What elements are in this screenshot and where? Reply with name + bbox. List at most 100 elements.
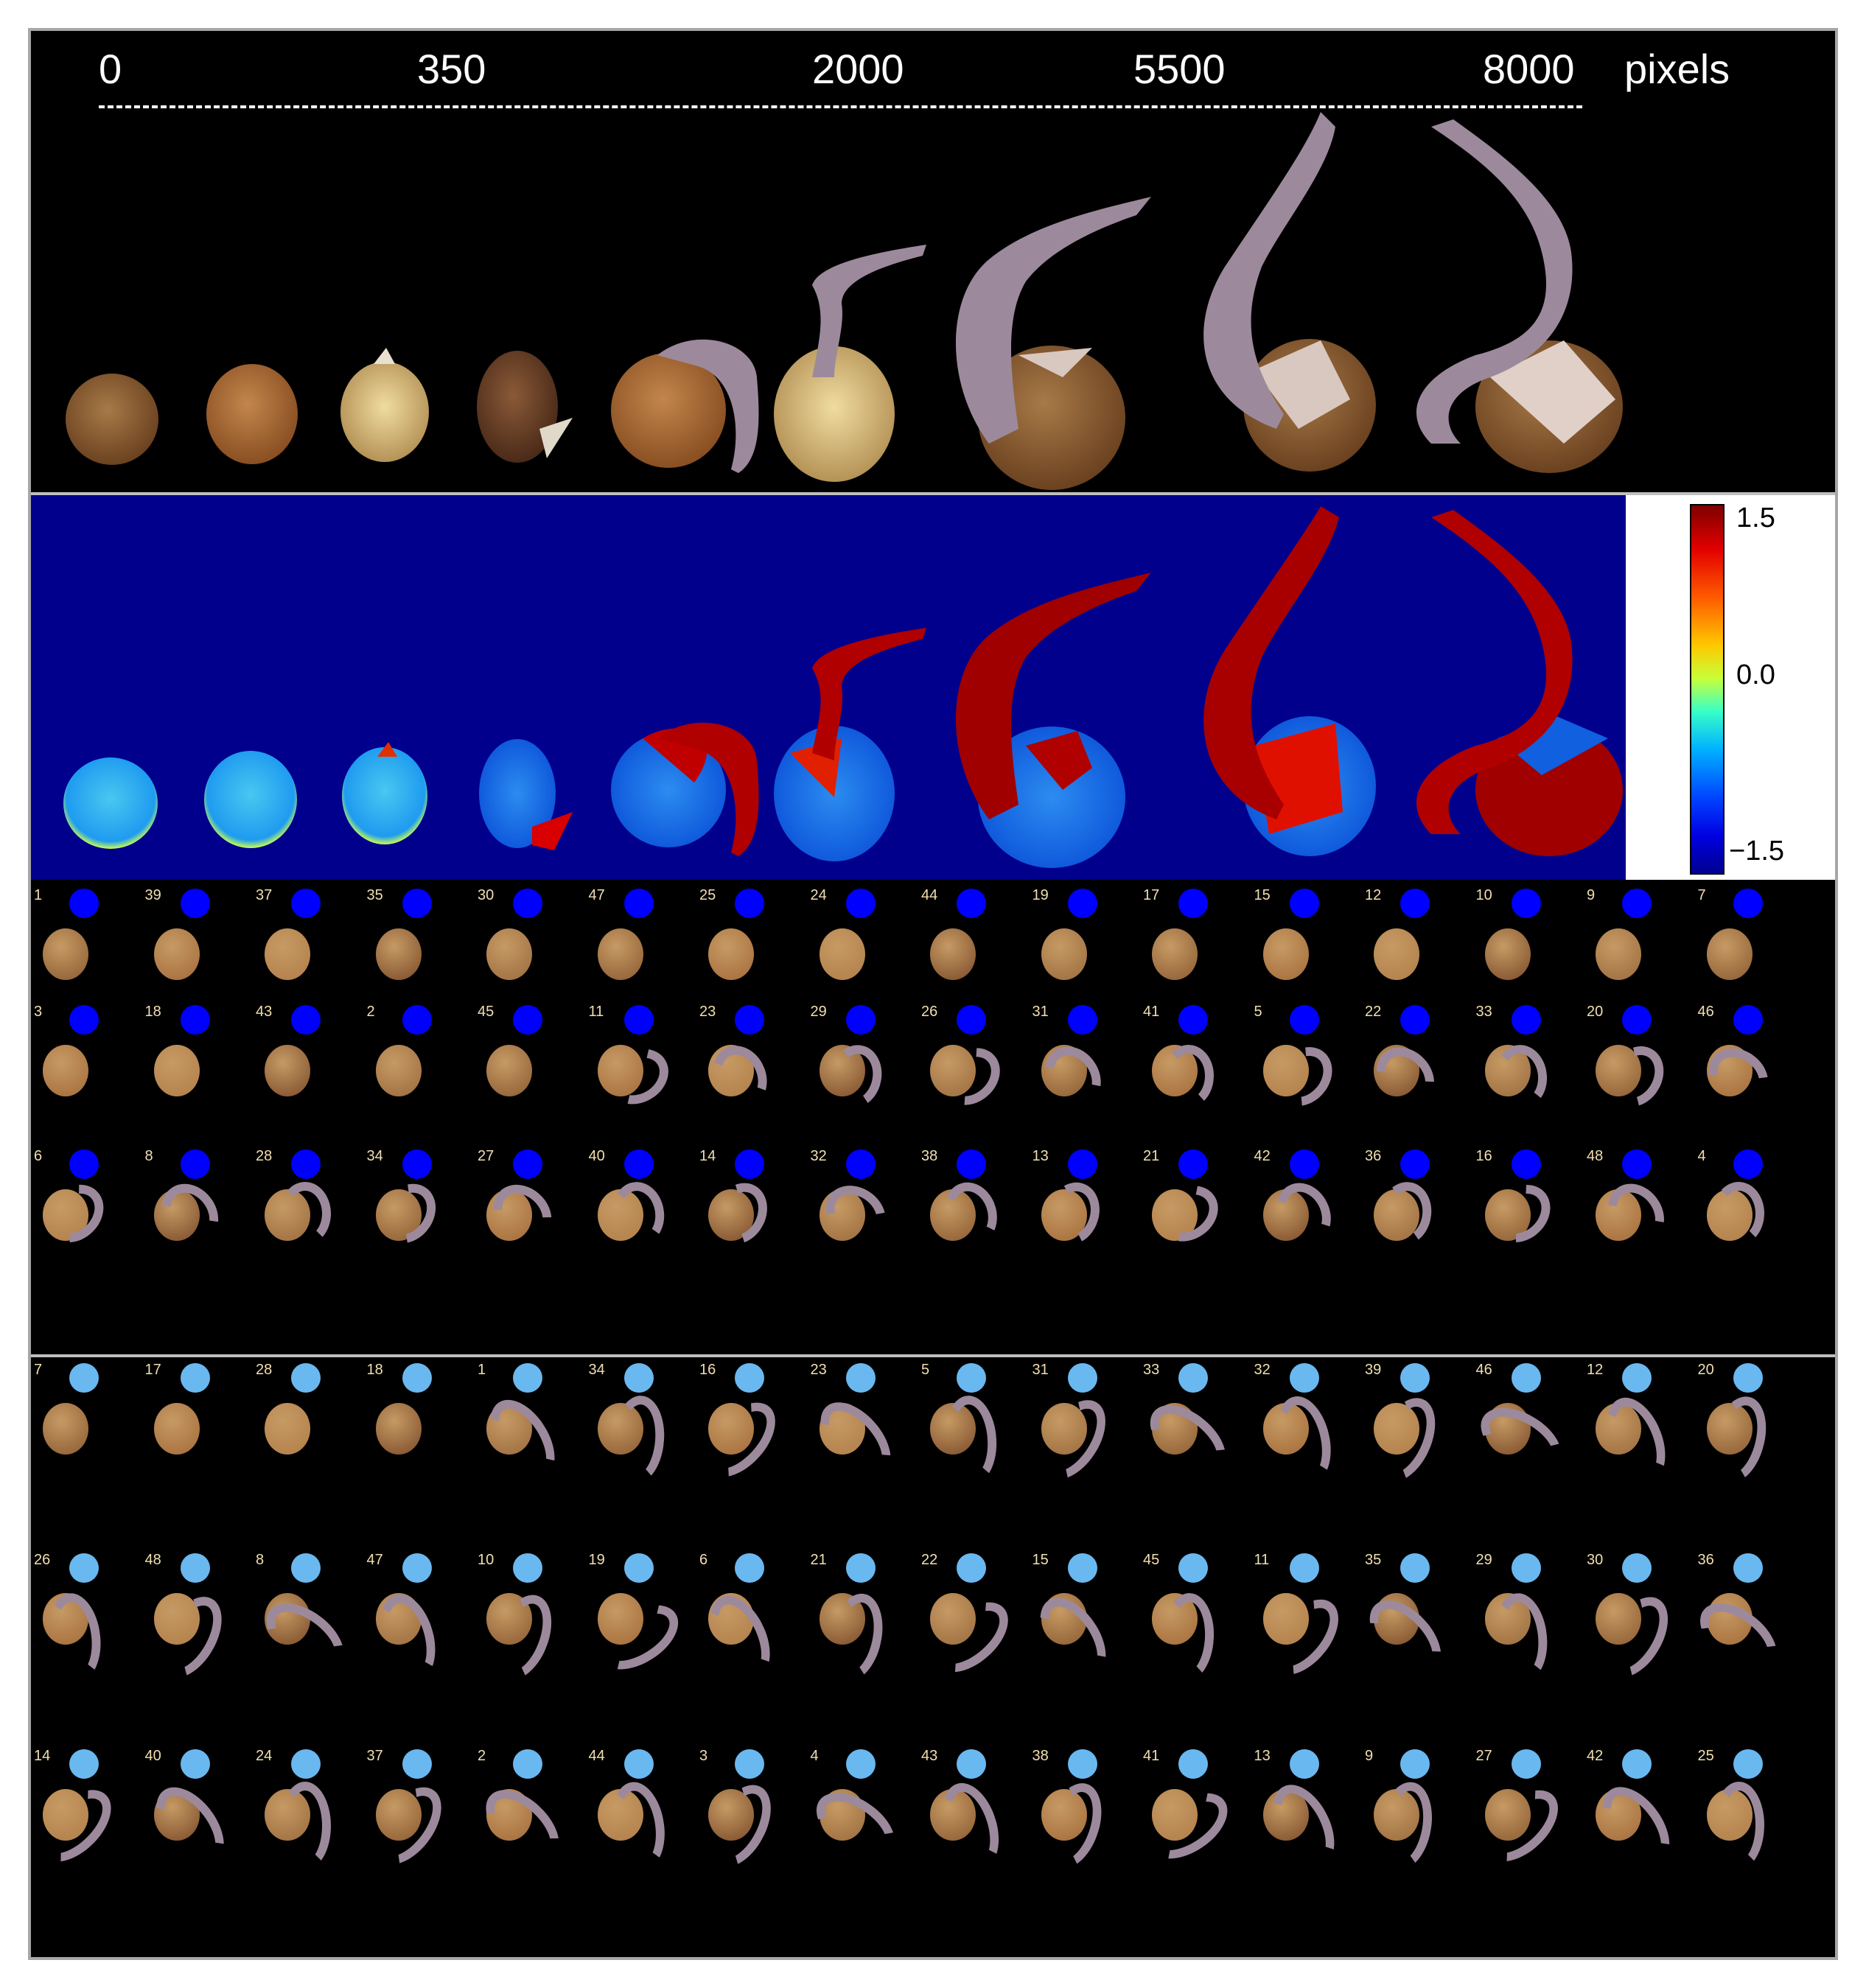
grid-d-cell: 2 — [472, 1746, 588, 1894]
grid-d-marker-dot — [1178, 1749, 1208, 1779]
grid-d-marker-dot — [291, 1553, 321, 1583]
grid-d-marker-dot — [513, 1553, 542, 1583]
grid-c-marker-dot — [1067, 1005, 1097, 1035]
grid-c-radicle-image — [814, 1174, 896, 1253]
grid-d-cell-number: 40 — [144, 1748, 161, 1764]
grid-d-marker-dot — [402, 1749, 432, 1779]
grid-c-cell-number: 27 — [478, 1148, 495, 1164]
grid-d-radicle-image — [697, 1586, 783, 1689]
grid-d-seed-image — [1152, 1593, 1198, 1645]
grid-d-cell: 23 — [806, 1360, 921, 1508]
grid-c-marker-dot — [735, 889, 764, 918]
grid-c-seed-image — [265, 928, 310, 980]
grid-c-cell: 37 — [256, 886, 366, 1033]
grid-d-cell: 37 — [360, 1746, 478, 1894]
grid-c-cell-number: 4 — [1697, 1148, 1706, 1164]
grid-d-seed-image — [1262, 1593, 1309, 1645]
grid-c-marker-dot — [1289, 1149, 1319, 1179]
grid-d-cell-number: 25 — [1697, 1748, 1714, 1764]
grid-d-seed-image — [486, 1789, 532, 1841]
grid-c-cell-number: 10 — [1475, 887, 1492, 903]
grid-c-seed-image — [1596, 1045, 1641, 1096]
grid-c-marker-dot — [402, 889, 432, 918]
grid-d-seed-image — [1041, 1403, 1087, 1455]
grid-d-cell-number: 47 — [366, 1552, 383, 1568]
grid-d-cell: 31 — [1027, 1360, 1143, 1508]
grid-d-cell-number: 28 — [256, 1362, 273, 1378]
grid-c-marker-dot — [69, 1005, 99, 1035]
grid-c-seed-image — [43, 1189, 88, 1241]
grid-c-cell: 34 — [367, 1147, 478, 1294]
grid-c-cell-number: 11 — [588, 1004, 604, 1020]
grid-d-marker-dot — [1067, 1363, 1097, 1393]
grid-c-cell: 41 — [1143, 1002, 1254, 1149]
grid-d-seed-image — [1484, 1403, 1531, 1455]
grid-d-seed-image — [1484, 1593, 1531, 1645]
grid-c-cell: 45 — [478, 1002, 588, 1149]
grid-c-cell-number: 40 — [588, 1148, 605, 1164]
grid-c-seed-image — [375, 1189, 422, 1241]
heatmap-seed-1 — [63, 757, 158, 849]
grid-c-radicle-image — [1480, 1173, 1562, 1254]
grid-d-cell-number: 23 — [810, 1362, 827, 1378]
seed-stage-7 — [956, 197, 1151, 490]
grid-c-cell: 24 — [811, 886, 921, 1033]
grid-c-marker-dot — [1622, 1005, 1652, 1035]
grid-d-cell-number: 5 — [921, 1362, 930, 1378]
scale-tick-350: 350 — [417, 46, 486, 92]
grid-c-cell: 10 — [1476, 886, 1587, 1033]
grid-d-cell: 12 — [1587, 1360, 1697, 1508]
grid-d-cell: 39 — [1363, 1360, 1475, 1508]
grid-d-cell: 38 — [1032, 1746, 1143, 1894]
grid-c-seed-image — [819, 1189, 865, 1241]
grid-d-marker-dot — [1400, 1363, 1430, 1393]
panel-heatmap: 1.5 0.0 −1.5 — [31, 495, 1835, 880]
grid-c-marker-dot — [735, 1005, 764, 1035]
seed-stage-2 — [206, 364, 298, 464]
grid-c-seed-image — [1262, 1189, 1309, 1241]
grid-c-cell: 13 — [1032, 1147, 1143, 1294]
grid-c-marker-dot — [1511, 889, 1541, 918]
grid-d-marker-dot — [1622, 1553, 1652, 1583]
seed-stage-5 — [611, 339, 759, 473]
grid-d-seed-image — [930, 1593, 976, 1645]
grid-d-marker-dot — [69, 1553, 99, 1583]
grid-d-cell: 6 — [697, 1550, 810, 1698]
grid-d-marker-dot — [1733, 1363, 1763, 1393]
grid-c-seed-image — [597, 1045, 643, 1096]
grid-d-cell: 32 — [1254, 1360, 1365, 1508]
grid-c-marker-dot — [1622, 889, 1652, 918]
grid-d-radicle-image — [472, 1777, 573, 1875]
scale-tick-5500: 5500 — [1133, 46, 1226, 92]
grid-c-cell: 18 — [145, 1002, 256, 1149]
grid-d-cell-number: 3 — [699, 1748, 708, 1764]
grid-d-cell-number: 22 — [921, 1552, 938, 1568]
grid-c-cell-number: 48 — [1587, 1148, 1604, 1164]
grid-c-radicle-image — [1147, 1174, 1229, 1253]
grid-c-marker-dot — [1733, 1149, 1763, 1179]
grid-c-radicle-image — [1265, 1173, 1341, 1254]
heatmap-seed-9 — [1416, 510, 1623, 856]
grid-c-cell-number: 35 — [366, 887, 383, 903]
grid-c-seed-image — [1374, 928, 1419, 980]
grid-c-marker-dot — [180, 1149, 210, 1179]
grid-c-cell: 25 — [699, 886, 810, 1033]
grid-d-cell: 28 — [256, 1360, 366, 1508]
grid-c-radicle-image — [1697, 1036, 1779, 1117]
grid-d-cell: 13 — [1254, 1746, 1365, 1894]
grid-d-seed-image — [375, 1403, 422, 1455]
grid-d-cell-number: 33 — [1143, 1362, 1160, 1378]
grid-d-cell: 24 — [256, 1746, 366, 1894]
heatmap-seed-7 — [956, 573, 1151, 868]
grid-c-cell: 19 — [1032, 886, 1143, 1033]
grid-c-cell-number: 21 — [1143, 1148, 1160, 1164]
grid-c-cell-number: 17 — [1143, 887, 1160, 903]
grid-d-cell-number: 30 — [1587, 1552, 1604, 1568]
seed-stage-3 — [340, 348, 429, 462]
grid-c-cell: 12 — [1365, 886, 1475, 1033]
grid-c-cell: 5 — [1254, 1002, 1365, 1149]
grid-c-radicle-image — [150, 1172, 230, 1255]
grid-d-seed-image — [1374, 1789, 1419, 1841]
grid-d-marker-dot — [1400, 1749, 1430, 1779]
grid-c-marker-dot — [1400, 1005, 1430, 1035]
